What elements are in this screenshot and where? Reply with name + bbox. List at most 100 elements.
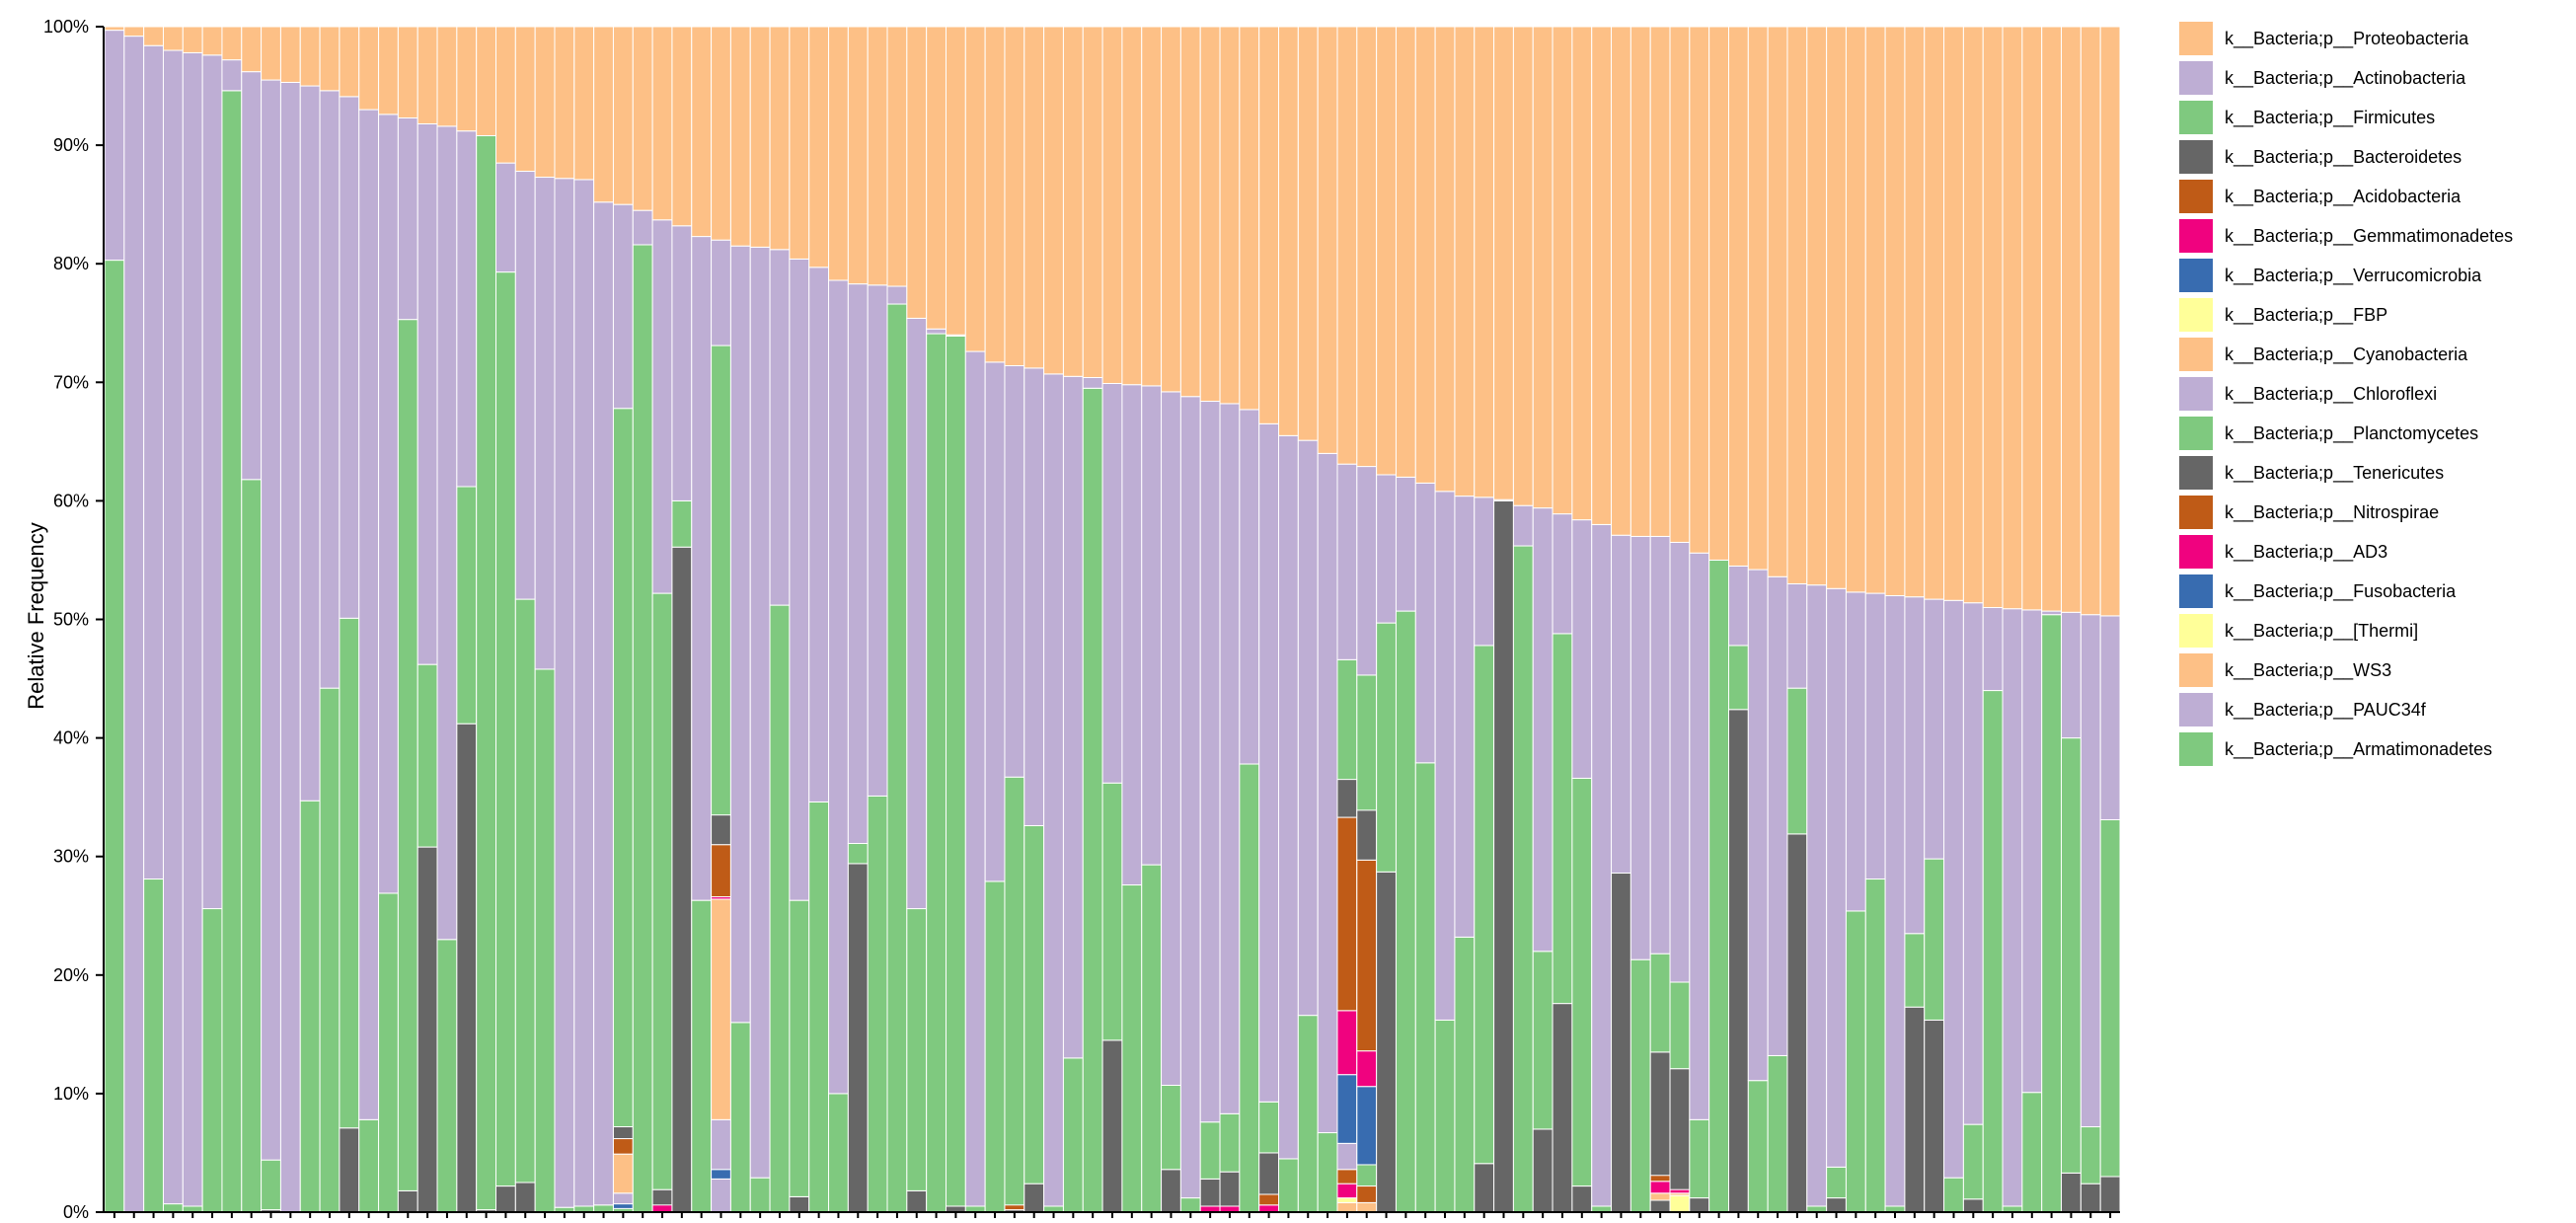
bar-segment-firmicutes [1924,858,1945,1021]
bar-sample [1414,26,1436,1213]
bar-segment-firmicutes [397,319,418,1191]
bar-sample [319,26,341,1213]
bar-segment-proteobacteria [1062,26,1084,377]
y-axis-title: Relative Frequency [24,522,48,710]
bar-segment-minor-phylum [1669,1194,1691,1213]
bar-sample [1062,26,1084,1213]
legend-swatch [2179,496,2213,529]
bar-segment-proteobacteria [221,26,243,61]
bar-segment-firmicutes [1629,958,1651,1213]
bar-segment-firmicutes [417,663,438,848]
bar-segment-actinobacteria [749,246,771,1179]
legend-item: k__Bacteria;p__Armatimonadetes [2179,732,2492,766]
bar-segment-actinobacteria [926,328,947,335]
bar-sample [1924,26,1945,1213]
legend-swatch [2179,61,2213,95]
bar-segment-proteobacteria [729,26,751,247]
bar-sample [1747,26,1769,1213]
bar-segment-bacteroidetes [1786,833,1808,1213]
bar-segment-minor-phylum [651,1204,673,1213]
bar-segment-actinobacteria [1845,591,1866,912]
bars-layer [104,26,2121,1213]
bar-segment-actinobacteria [593,201,614,1206]
legend-label: k__Bacteria;p__Proteobacteria [2225,29,2469,49]
bar-segment-actinobacteria [1101,383,1123,784]
bar-segment-firmicutes [867,795,888,1213]
bar-sample [397,26,418,1213]
bar-segment-actinobacteria [279,81,301,1213]
bar-segment-firmicutes [1434,1019,1456,1213]
bar-segment-actinobacteria [1141,385,1163,866]
bar-segment-proteobacteria [1493,26,1514,500]
bar-segment-firmicutes [945,335,966,1207]
bar-segment-firmicutes [1395,610,1416,1213]
bar-segment-actinobacteria [456,130,478,488]
bar-segment-actinobacteria [1864,592,1886,880]
bar-segment-proteobacteria [1336,26,1358,465]
bar-segment-bacteroidetes [1826,1197,1847,1213]
bar-segment-actinobacteria [339,96,360,619]
legend-item: k__Bacteria;p__Planctomycetes [2179,417,2478,450]
bar-sample [632,26,653,1213]
bar-segment-actinobacteria [671,225,693,501]
bar-segment-firmicutes [1747,1080,1769,1213]
bar-segment-actinobacteria [1258,422,1280,1103]
bar-sample [201,26,223,1213]
bar-segment-proteobacteria [671,26,693,227]
bar-segment-actinobacteria [1239,409,1260,765]
y-tick-label: 90% [53,135,89,155]
bar-segment-bacteroidetes [847,863,869,1213]
bar-segment-actinobacteria [984,361,1006,882]
bar-segment-firmicutes [1062,1057,1084,1213]
bar-segment-actinobacteria [2080,614,2101,1128]
bar-segment-bacteroidetes [1571,1185,1593,1213]
bar-segment-proteobacteria [1356,26,1378,468]
bar-segment-firmicutes [632,244,653,1213]
bar-segment-minor-phylum [1669,1188,1691,1194]
bar-segment-proteobacteria [2061,26,2082,613]
bar-segment-proteobacteria [1121,26,1143,386]
bar-sample [1512,26,1534,1213]
bar-segment-proteobacteria [1591,26,1613,525]
bar-sample [1669,26,1691,1213]
bar-sample [729,26,751,1213]
bar-segment-firmicutes [1082,387,1103,1213]
bar-segment-actinobacteria [1728,565,1749,647]
bar-segment-firmicutes [456,486,478,725]
bar-segment-actinobacteria [1747,569,1769,1082]
bar-segment-proteobacteria [261,26,281,81]
bar-segment-proteobacteria [1454,26,1476,497]
bar-segment-actinobacteria [2061,611,2082,739]
bar-segment-firmicutes [339,617,360,1129]
bar-sample [554,26,575,1213]
bar-segment-bacteroidetes [2099,1176,2121,1213]
bar-segment-proteobacteria [1414,26,1436,484]
bar-segment-bacteroidetes [1532,1128,1553,1213]
bar-segment-proteobacteria [123,26,145,38]
bar-segment-firmicutes [1474,645,1495,1165]
legend-swatch [2179,298,2213,332]
bar-sample [1649,26,1671,1213]
bar-sample [1278,26,1299,1213]
bar-segment-firmicutes [749,1177,771,1213]
bar-segment-firmicutes [769,604,791,1213]
bar-sample [358,26,380,1213]
bar-sample [886,26,908,1213]
bar-segment-minor-phylum [1258,1204,1280,1213]
bar-segment-firmicutes [1552,633,1573,1005]
bar-segment-proteobacteria [1629,26,1651,537]
bar-segment-actinobacteria [769,249,791,606]
bar-segment-firmicutes [1826,1166,1847,1199]
legend-label: k__Bacteria;p__Verrucomicrobia [2225,266,2482,286]
bar-sample [2080,26,2101,1213]
bar-segment-firmicutes [2080,1126,2101,1185]
bar-segment-firmicutes [436,939,458,1213]
bar-segment-firmicutes [476,134,497,1211]
bar-segment-actinobacteria [1649,535,1671,955]
bar-segment-proteobacteria [651,26,673,221]
bar-segment-proteobacteria [1297,26,1319,441]
legend-swatch [2179,377,2213,411]
bar-sample [926,26,947,1213]
legend-swatch [2179,614,2213,648]
